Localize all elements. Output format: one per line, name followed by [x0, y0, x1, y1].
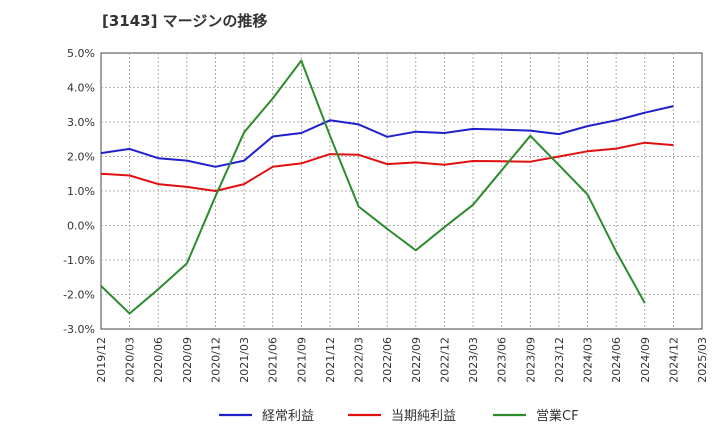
x-tick-label: 2023/03 — [467, 337, 480, 383]
x-tick-label: 2025/03 — [696, 337, 709, 383]
x-tick-label: 2022/12 — [438, 337, 451, 383]
legend-label: 経常利益 — [262, 409, 314, 424]
x-tick-label: 2024/09 — [639, 337, 652, 383]
legend-label: 営業CF — [536, 408, 579, 424]
x-tick-label: 2020/12 — [209, 337, 222, 383]
x-tick-label: 2019/12 — [95, 337, 108, 383]
x-tick-label: 2021/09 — [295, 337, 308, 383]
y-tick-label: 1.0% — [67, 185, 95, 198]
series-line-1 — [100, 105, 674, 168]
x-tick-label: 2023/09 — [524, 337, 537, 383]
y-tick-label: 2.0% — [67, 151, 95, 164]
x-tick-label: 2021/12 — [324, 337, 337, 383]
x-tick-label: 2024/03 — [582, 337, 595, 383]
y-tick-label: 0.0% — [67, 220, 95, 233]
x-tick-label: 2022/09 — [410, 337, 423, 383]
y-tick-label: 4.0% — [67, 82, 95, 95]
y-tick-label: 3.0% — [67, 116, 95, 129]
chart-title: [3143] マージンの推移 — [102, 12, 268, 30]
x-tick-label: 2024/12 — [667, 337, 680, 383]
x-tick-label: 2021/06 — [267, 337, 280, 383]
y-tick-label: -3.0% — [63, 323, 95, 336]
x-tick-label: 2023/12 — [553, 337, 566, 383]
legend-label: 当期純利益 — [391, 409, 456, 424]
x-axis-ticks: 2019/12 2020/03 2020/06 2020/09 2020/12 2021/… — [95, 337, 709, 383]
legend: 経常利益 当期純利益 営業CF — [219, 408, 579, 424]
x-tick-label: 2024/06 — [610, 337, 623, 383]
series-line-2 — [100, 141, 674, 192]
series-line-3 — [100, 59, 646, 315]
x-tick-label: 2020/06 — [152, 337, 165, 383]
y-tick-label: 5.0% — [67, 47, 95, 60]
y-axis-ticks: 5.0% 4.0% 3.0% 2.0% 1.0% 0.0% -1.0% -2.0% -3.0% — [63, 47, 95, 336]
x-tick-label: 2020/09 — [181, 337, 194, 383]
series-lines — [100, 59, 674, 315]
x-tick-label: 2020/03 — [124, 337, 137, 383]
x-tick-label: 2023/06 — [496, 337, 509, 383]
x-tick-label: 2021/03 — [238, 337, 251, 383]
y-tick-label: -2.0% — [63, 289, 95, 302]
y-tick-label: -1.0% — [63, 254, 95, 267]
x-tick-label: 2022/06 — [381, 337, 394, 383]
x-tick-label: 2022/03 — [353, 337, 366, 383]
